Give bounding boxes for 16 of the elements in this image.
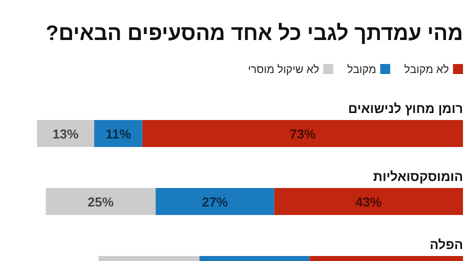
y-tick-label: רומן מחוץ לנישואים bbox=[348, 101, 463, 116]
data-label: 11% bbox=[106, 126, 132, 142]
data-label: 27% bbox=[202, 194, 228, 210]
chart-title: מהי עמדתך לגבי כל אחד מהסעיפים הבאים? bbox=[46, 22, 463, 45]
y-tick-label: הומוסקסואליות bbox=[373, 169, 463, 184]
bar bbox=[94, 120, 142, 147]
bar bbox=[37, 120, 94, 147]
legend-label: לא שיקול מוסרי bbox=[248, 64, 320, 76]
data-label: 13% bbox=[52, 126, 79, 142]
data-label: 25% bbox=[88, 194, 114, 210]
data-label: 43% bbox=[356, 194, 382, 210]
bar bbox=[142, 120, 463, 147]
y-tick-label: הפלה bbox=[430, 237, 463, 252]
data-label: 73% bbox=[290, 126, 316, 142]
legend-label: מקובל bbox=[347, 64, 376, 76]
legend-label: לא מקובל bbox=[404, 64, 450, 76]
